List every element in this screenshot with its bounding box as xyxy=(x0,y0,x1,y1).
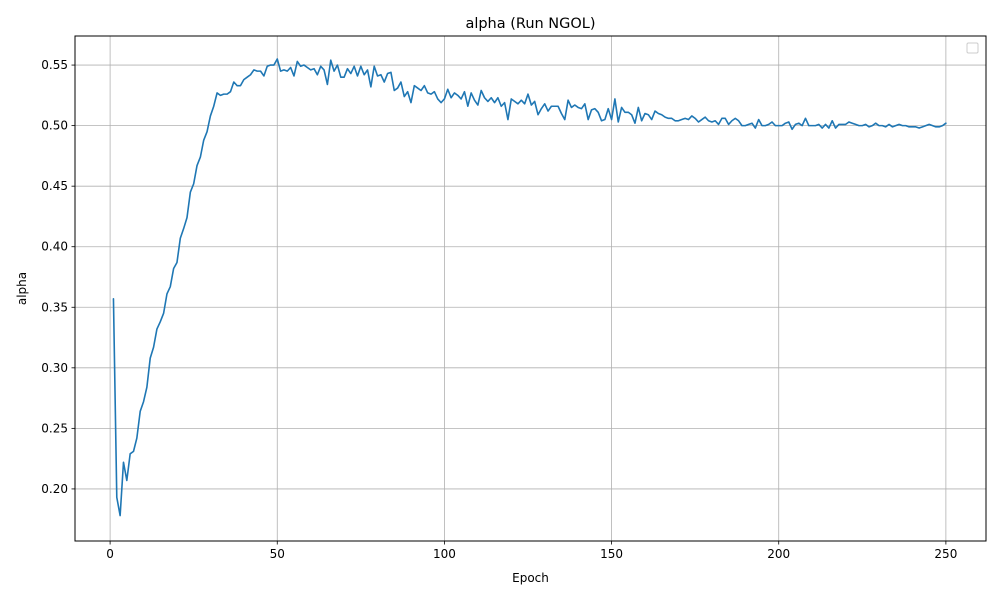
y-tick-label: 0.50 xyxy=(41,119,68,133)
x-tick-label: 200 xyxy=(767,547,790,561)
y-axis-ticks: 0.20 0.25 0.30 0.35 0.40 0.45 0.50 0.55 xyxy=(41,58,75,496)
chart-title: alpha (Run NGOL) xyxy=(465,16,595,32)
y-tick-label: 0.30 xyxy=(41,361,68,375)
y-tick-label: 0.20 xyxy=(41,482,68,496)
series-line-0 xyxy=(112,58,947,517)
x-axis-ticks: 0 50 100 150 200 250 xyxy=(106,541,957,561)
y-tick-label: 0.55 xyxy=(41,58,68,72)
legend-box xyxy=(966,42,979,54)
x-tick-label: 100 xyxy=(433,547,456,561)
plot-frame xyxy=(74,35,987,542)
y-tick-label: 0.40 xyxy=(41,240,68,254)
x-tick-label: 250 xyxy=(934,547,957,561)
y-axis-label: alpha xyxy=(15,272,29,305)
y-tick-label: 0.25 xyxy=(41,421,68,435)
y-tick-label: 0.45 xyxy=(41,179,68,193)
x-tick-label: 0 xyxy=(106,547,114,561)
x-axis-label: Epoch xyxy=(512,571,549,585)
y-tick-label: 0.35 xyxy=(41,300,68,314)
series-layer xyxy=(112,58,947,517)
x-tick-label: 150 xyxy=(600,547,623,561)
x-tick-label: 50 xyxy=(270,547,285,561)
